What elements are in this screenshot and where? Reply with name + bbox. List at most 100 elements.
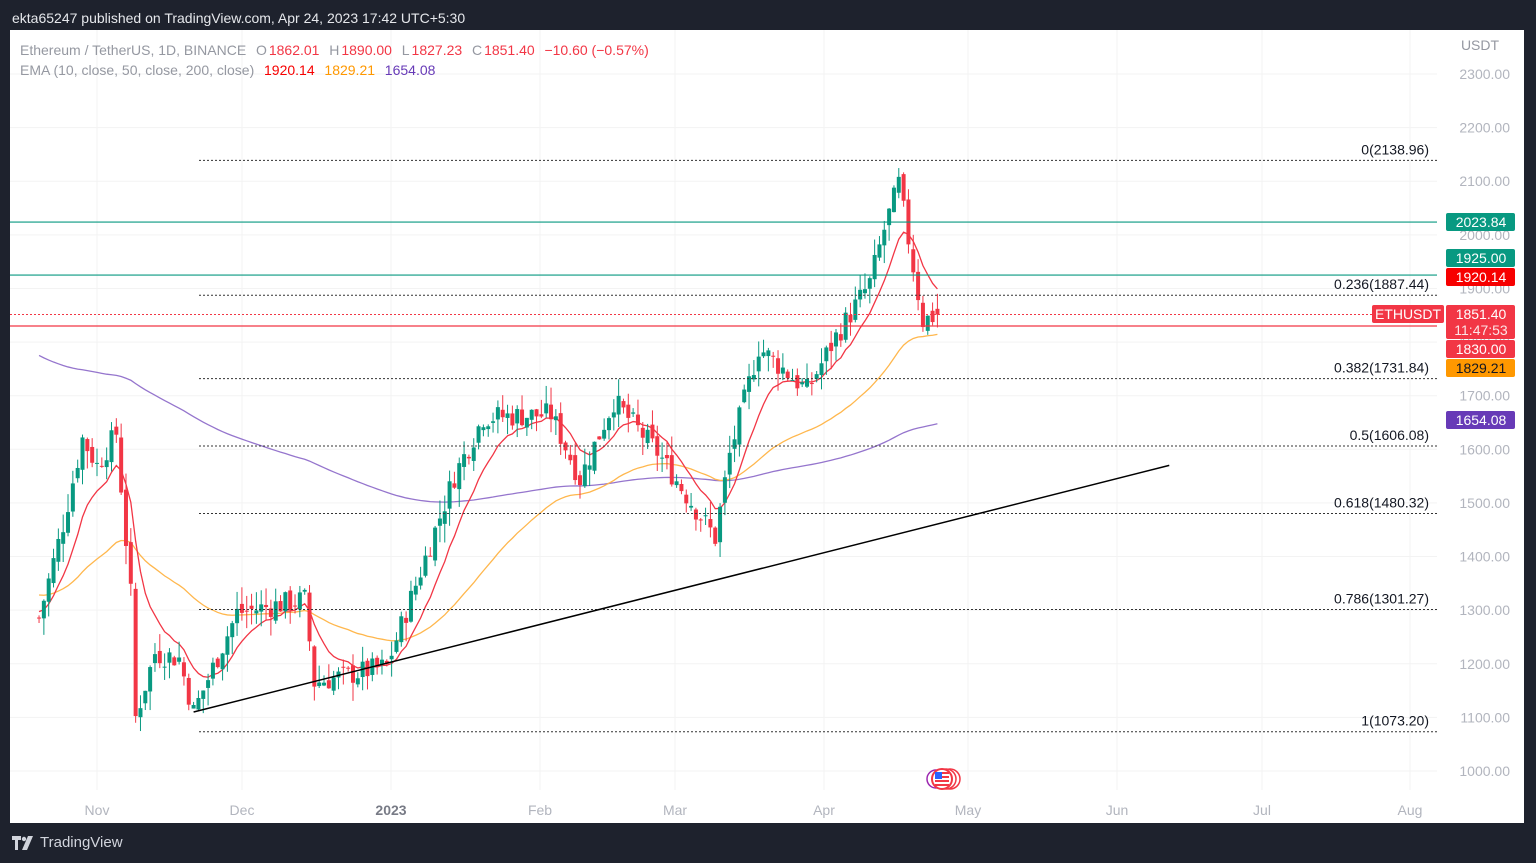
candle-up (399, 616, 404, 643)
close-label: C (471, 42, 483, 58)
price-tag-value: 1830.00 (1456, 341, 1507, 357)
candle-down (466, 456, 471, 459)
candle-down (578, 475, 582, 486)
price-tick: 1700.00 (1459, 388, 1510, 404)
trendline[interactable] (193, 464, 1170, 713)
ema50-value: 1829.21 (324, 62, 376, 78)
chart-panel[interactable]: 0(2138.96) 0.236(1887.44) 0.382(1731.84) 0.… (10, 30, 1524, 823)
fib-level-label: 0.786(1301.27) (1334, 590, 1429, 606)
candle-up (631, 412, 636, 414)
candle-up (582, 464, 587, 487)
time-tick: Dec (230, 802, 255, 818)
candle-up (877, 244, 882, 258)
candle-down (346, 667, 351, 669)
candle-up (790, 379, 795, 381)
candle-up (862, 289, 867, 294)
candle-up (201, 690, 206, 699)
symbol-title[interactable]: Ethereum / TetherUS, 1D, BINANCE (20, 42, 247, 58)
candle-down (655, 436, 660, 456)
candles[interactable] (37, 168, 940, 732)
candle-up (210, 662, 215, 679)
us-flag-economic-events-icon[interactable] (926, 768, 961, 790)
price-tick: 1200.00 (1459, 656, 1510, 672)
candle-up (544, 403, 549, 414)
time-tick: Jun (1106, 802, 1129, 818)
candle-down (244, 610, 249, 612)
high-label: H (329, 42, 340, 58)
candle-up (722, 477, 727, 503)
candle-down (500, 409, 505, 418)
candle-up (833, 332, 838, 347)
candle-up (814, 374, 819, 379)
candle-up (703, 515, 708, 517)
candle-down (626, 404, 631, 418)
candle-down (428, 555, 433, 557)
candle-up (645, 429, 650, 444)
candle-up (379, 659, 384, 665)
ema200-line[interactable] (38, 354, 938, 503)
candle-up (689, 505, 694, 508)
candle-down (278, 601, 283, 612)
candle-up (437, 518, 442, 526)
candle-up (104, 460, 109, 468)
price-tick: 1500.00 (1459, 495, 1510, 511)
countdown-timer: 11:47:53 (1454, 322, 1508, 338)
candle-down (37, 617, 42, 619)
candle-down (119, 437, 124, 493)
candle-down (123, 489, 128, 546)
candle-up (882, 229, 887, 246)
candle-down (404, 617, 409, 623)
candle-down (350, 665, 355, 683)
candle-up (70, 483, 75, 512)
price-tag-value: 2023.84 (1456, 214, 1507, 230)
candle-up (891, 187, 896, 213)
ema-indicator-title[interactable]: EMA (10, close, 50, close, 200, close) (20, 62, 255, 78)
candle-up (51, 558, 56, 584)
ema50-line[interactable] (39, 333, 938, 642)
brand-name[interactable]: TradingView (40, 834, 123, 851)
price-tick: 1100.00 (1460, 709, 1510, 725)
price-tag-value: 1920.14 (1456, 269, 1507, 285)
candle-up (109, 430, 114, 463)
candle-up (761, 352, 766, 357)
candle-down (326, 680, 331, 689)
candle-down (549, 404, 554, 420)
candle-up (495, 407, 500, 420)
ema-row: EMA (10, close, 50, close, 200, close) 1… (20, 60, 651, 80)
candle-down (809, 383, 814, 385)
symbol-tag (1372, 305, 1444, 323)
candle-down (640, 427, 645, 438)
candle-down (186, 677, 191, 705)
candle-up (433, 527, 438, 561)
candle-down (698, 519, 703, 521)
low-value: 1827.23 (411, 42, 463, 58)
candle-down (534, 409, 539, 417)
price-tag-value: 1851.40 (1456, 306, 1507, 322)
price-tag (1446, 249, 1515, 267)
price-tick: 2100.00 (1459, 173, 1510, 189)
price-chart[interactable]: 0(2138.96) 0.236(1887.44) 0.382(1731.84) 0.… (10, 30, 1524, 823)
candle-up (408, 590, 413, 622)
chart-legend: Ethereum / TetherUS, 1D, BINANCE O 1862.0… (20, 40, 651, 80)
candle-down (911, 249, 916, 273)
candle-up (152, 654, 157, 664)
low-label: L (401, 42, 410, 58)
candle-down (264, 604, 269, 608)
fib-level-label: 0.5(1606.08) (1350, 427, 1429, 443)
candle-down (114, 426, 119, 435)
candle-up (737, 407, 742, 445)
candle-up (553, 416, 558, 421)
candle-up (389, 655, 394, 660)
candle-up (162, 666, 167, 668)
candle-down (771, 355, 776, 357)
candle-up (751, 375, 756, 380)
tradingview-logo-icon (12, 835, 34, 850)
candle-up (336, 671, 341, 678)
candle-up (872, 254, 877, 280)
candle-down (829, 342, 834, 352)
time-tick: 2023 (375, 802, 406, 818)
candle-up (727, 452, 732, 475)
open-label: O (255, 42, 267, 58)
candle-up (46, 578, 51, 602)
fib-level-label: 0.382(1731.84) (1334, 360, 1429, 376)
